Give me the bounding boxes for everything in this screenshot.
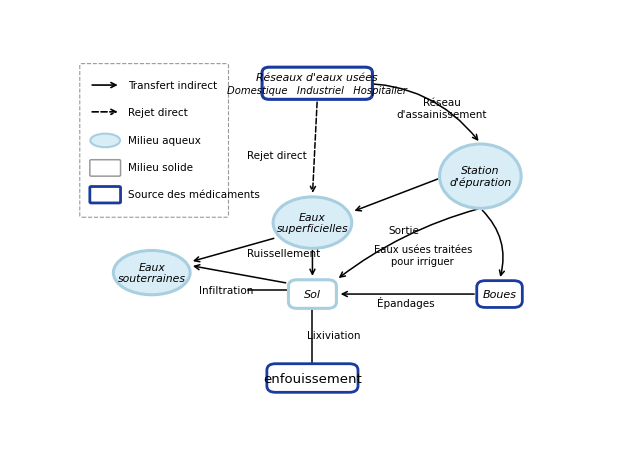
Text: Rejet direct: Rejet direct (246, 150, 306, 160)
FancyBboxPatch shape (288, 280, 337, 309)
Text: Domestique   Industriel   Hospitalier: Domestique Industriel Hospitalier (227, 86, 407, 96)
FancyBboxPatch shape (80, 64, 228, 218)
FancyBboxPatch shape (90, 160, 121, 177)
Text: Eaux
superficielles: Eaux superficielles (277, 213, 348, 234)
Text: Ruissellement: Ruissellement (247, 249, 320, 258)
Text: Source des médicaments: Source des médicaments (128, 190, 259, 200)
Text: Rejet direct: Rejet direct (128, 107, 188, 118)
Text: Lixiviation: Lixiviation (307, 331, 361, 340)
Text: Eaux
souterraines: Eaux souterraines (118, 262, 186, 284)
Ellipse shape (273, 197, 352, 249)
Text: Réseaux d'eaux usées: Réseaux d'eaux usées (256, 73, 378, 83)
Ellipse shape (439, 144, 521, 209)
Text: Sol: Sol (304, 289, 321, 300)
FancyBboxPatch shape (267, 364, 358, 393)
FancyBboxPatch shape (262, 68, 373, 100)
Text: Boues: Boues (483, 289, 516, 300)
Ellipse shape (90, 134, 120, 148)
Text: Eaux usées traitées
pour irriguer: Eaux usées traitées pour irriguer (374, 244, 472, 266)
FancyBboxPatch shape (477, 281, 522, 308)
Text: Réseau
d'assainissement: Réseau d'assainissement (397, 98, 487, 120)
Text: enfouissement: enfouissement (263, 372, 362, 385)
Text: Épandages: Épandages (377, 296, 435, 308)
Text: Milieu solide: Milieu solide (128, 163, 193, 173)
Text: Milieu aqueux: Milieu aqueux (128, 136, 201, 146)
Text: Sortie: Sortie (388, 225, 419, 235)
FancyBboxPatch shape (90, 187, 121, 204)
Text: Transfert indirect: Transfert indirect (128, 81, 217, 91)
Text: Station
d'épuration: Station d'épuration (449, 166, 511, 188)
Text: Infiltration: Infiltration (199, 286, 253, 296)
Ellipse shape (113, 251, 190, 295)
